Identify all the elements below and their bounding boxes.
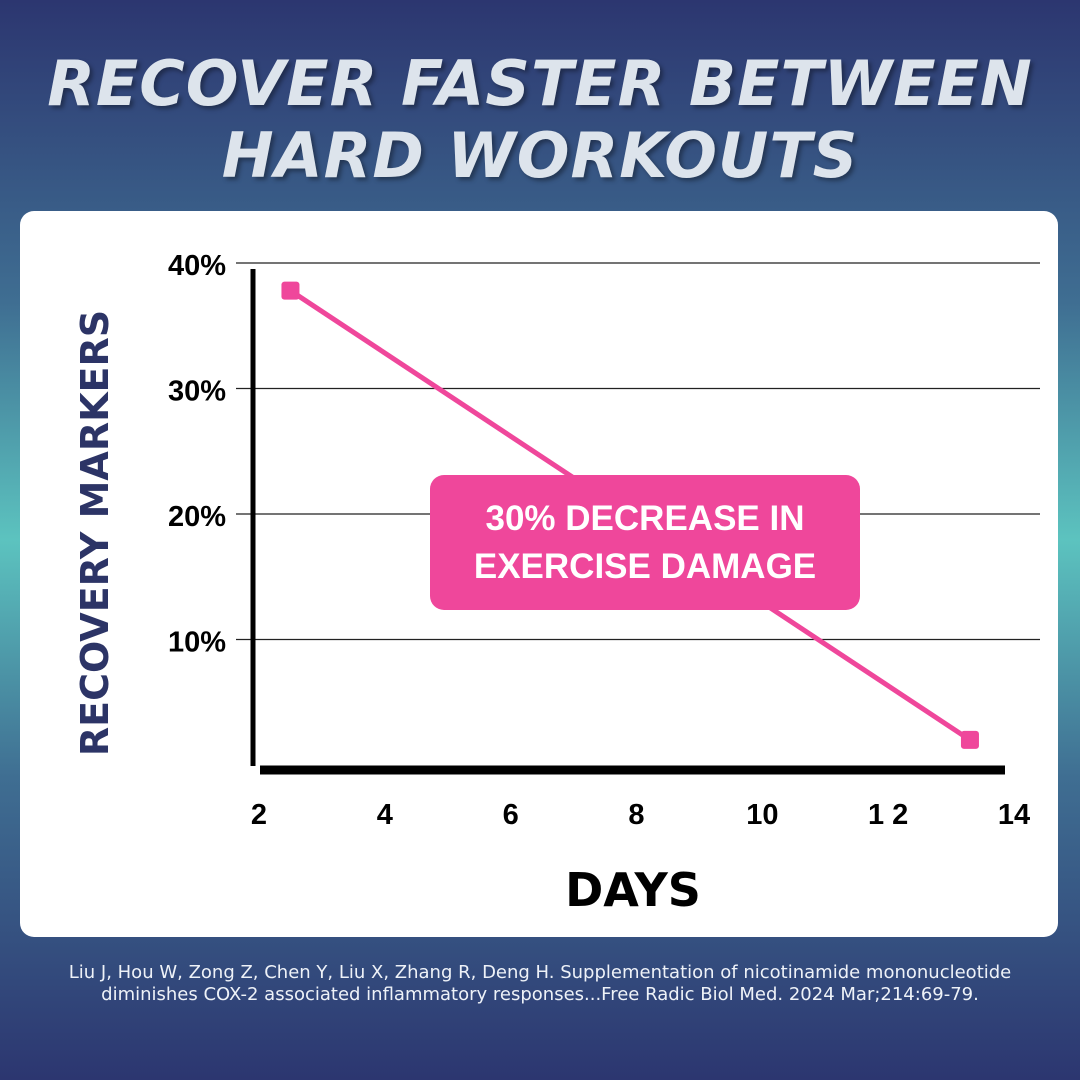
citation: Liu J, Hou W, Zong Z, Chen Y, Liu X, Zha… — [68, 962, 1012, 1005]
x-tick-label-14: 14 — [998, 799, 1030, 831]
x-axis-label: DAYS — [565, 863, 701, 917]
y-axis-label: RECOVERY MARKERS — [73, 310, 117, 756]
x-tick-label-4: 4 — [377, 799, 393, 831]
x-tick-label-12: 1 2 — [868, 799, 908, 831]
axes — [250, 269, 1005, 775]
y-tick-label-40: 40% — [168, 250, 226, 282]
callout-line-1: 30% DECREASE IN — [485, 498, 805, 538]
x-tick-label-6: 6 — [503, 799, 519, 831]
y-tick-label-20: 20% — [168, 501, 226, 533]
headline: RECOVER FASTER BETWEEN HARD WORKOUTS — [0, 48, 1080, 192]
x-tick-label-2: 2 — [251, 799, 267, 831]
callout-line-2: EXERCISE DAMAGE — [473, 546, 817, 586]
headline-line-2: HARD WORKOUTS — [221, 119, 859, 192]
y-tick-label-30: 30% — [168, 376, 226, 408]
decrease-callout: 30% DECREASE IN EXERCISE DAMAGE — [430, 475, 860, 610]
x-tick-label-10: 10 — [746, 799, 778, 831]
data-point-0-0 — [281, 281, 300, 300]
headline-line-1: RECOVER FASTER BETWEEN — [47, 47, 1033, 120]
x-tick-label-8: 8 — [628, 799, 644, 831]
data-point-0-1 — [960, 730, 979, 749]
y-tick-label-10: 10% — [168, 627, 226, 659]
gridlines — [236, 262, 1040, 641]
tick-labels: 10% 20% 30% 40% 2 4 6 8 10 1 2 14 — [168, 250, 1030, 831]
